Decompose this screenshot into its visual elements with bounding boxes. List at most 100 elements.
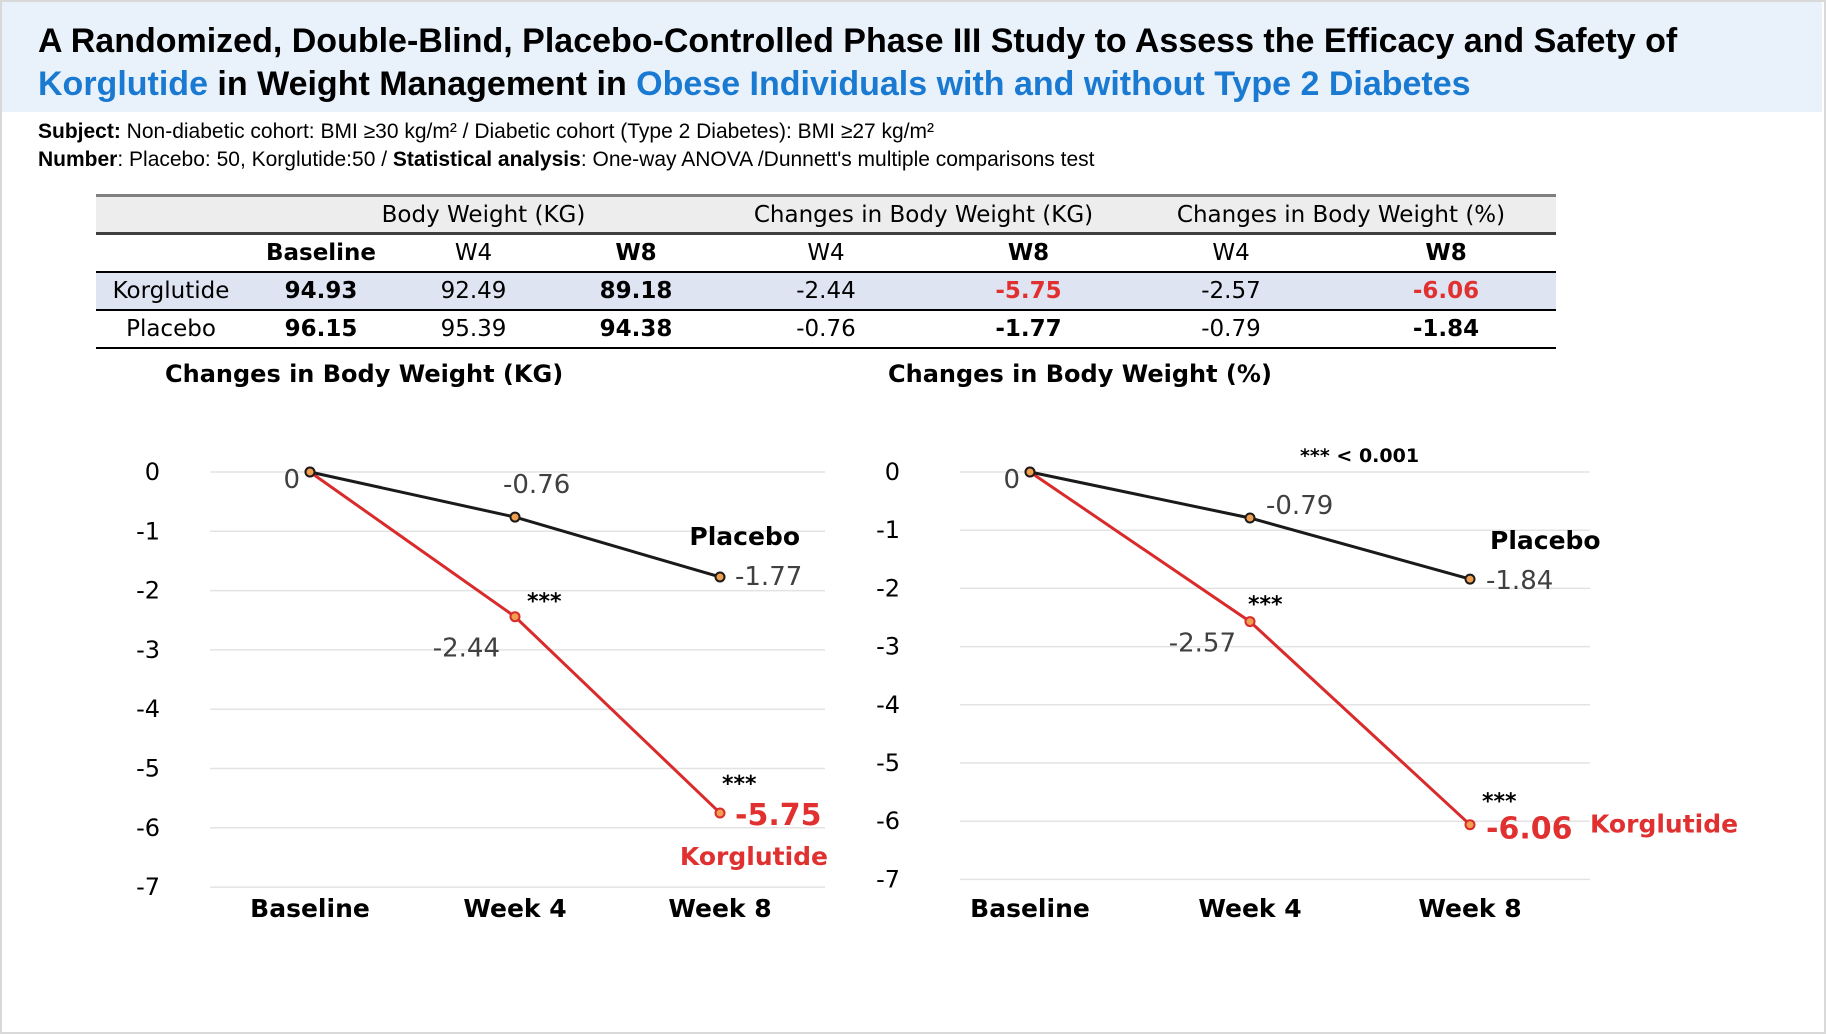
- results-table: Body Weight (KG) Changes in Body Weight …: [96, 194, 1557, 349]
- chart-title: Changes in Body Weight (KG): [165, 360, 563, 388]
- table-cell: 95.39: [396, 309, 551, 349]
- data-label: -5.75: [735, 798, 821, 833]
- y-tick-label: -5: [876, 749, 900, 777]
- data-label: 0: [283, 465, 300, 495]
- y-tick-label: -5: [136, 755, 160, 783]
- subheader-cell: W4: [396, 233, 551, 273]
- y-tick-label: -4: [876, 691, 900, 719]
- stat-text: : One-way ANOVA /Dunnett's multiple comp…: [580, 148, 1095, 171]
- table-cell: -1.84: [1336, 309, 1557, 349]
- title-line-1: A Randomized, Double-Blind, Placebo-Cont…: [38, 22, 1678, 60]
- subheader-cell: W4: [721, 233, 931, 273]
- table-cell: -0.76: [721, 309, 931, 349]
- y-tick-label: -4: [136, 695, 160, 723]
- chart-change-pct: Changes in Body Weight (%) *** < 0.001 0 -1…: [876, 360, 1738, 923]
- table-subheader-blank: [96, 233, 246, 273]
- data-label: 0: [1003, 465, 1020, 495]
- y-tick-label: -7: [136, 873, 160, 901]
- data-point-placebo: [509, 511, 521, 523]
- significance-stars: ***: [527, 590, 562, 615]
- y-tick-label: 0: [885, 458, 900, 486]
- group-header-change-pct: Changes in Body Weight (%): [1126, 194, 1557, 235]
- significance-stars: ***: [1482, 790, 1517, 815]
- data-label: -0.79: [1266, 491, 1333, 521]
- subheader-cell: W8: [931, 233, 1127, 273]
- table-corner-cell: [96, 194, 246, 235]
- x-category-label: Baseline: [250, 894, 370, 923]
- subheader-cell: W4: [1126, 233, 1337, 273]
- table-subheader-row: Baseline W4 W8 W4 W8 W4 W8: [96, 233, 1557, 273]
- data-point-korglutide: [1464, 819, 1476, 831]
- y-tick-label: -2: [136, 577, 160, 605]
- subject-label: Subject:: [38, 120, 121, 143]
- table-cell: 96.15: [246, 309, 396, 349]
- data-point-korglutide: [714, 807, 726, 819]
- data-point-korglutide: [1244, 616, 1256, 628]
- y-tick-label: 0: [145, 458, 160, 486]
- table-cell: 89.18: [551, 271, 721, 311]
- x-category-label: Week 4: [1198, 894, 1301, 923]
- x-category-label: Week 8: [1418, 894, 1521, 923]
- data-label: -1.77: [735, 562, 802, 592]
- chart-change-kg: Changes in Body Weight (KG) 0 -1 -2 -3 -4 -5 -6…: [136, 360, 828, 923]
- series-line-korglutide: [309, 470, 722, 815]
- significance-note: *** < 0.001: [1300, 445, 1419, 467]
- table-cell: -2.57: [1126, 271, 1337, 311]
- table-row: Korglutide 94.93 92.49 89.18 -2.44 -5.75…: [96, 271, 1557, 311]
- row-name-cell: Placebo: [96, 309, 246, 349]
- data-point-placebo: [1244, 512, 1256, 524]
- group-header-body-weight: Body Weight (KG): [246, 194, 721, 235]
- table-cell: 92.49: [396, 271, 551, 311]
- title-drug-name: Korglutide: [38, 65, 208, 103]
- stat-label: Statistical analysis: [392, 148, 581, 171]
- subject-line: Subject: Non-diabetic cohort: BMI ≥30 kg…: [38, 120, 934, 144]
- data-label: -6.06: [1486, 812, 1572, 847]
- data-label: -1.84: [1486, 566, 1553, 596]
- x-category-label: Baseline: [970, 894, 1090, 923]
- x-category-label: Week 8: [668, 894, 771, 923]
- y-tick-label: -1: [136, 517, 160, 545]
- data-label: -2.57: [1169, 629, 1236, 659]
- y-tick-label: -7: [876, 865, 900, 893]
- number-text: : Placebo: 50, Korglutide:50 /: [117, 148, 393, 171]
- y-tick-label: -6: [876, 807, 900, 835]
- subheader-cell: Baseline: [246, 233, 396, 273]
- y-tick-label: -6: [136, 814, 160, 842]
- title-middle-text: in Weight Management in: [207, 65, 637, 103]
- data-point-placebo: [1464, 573, 1476, 585]
- series-label-placebo: Placebo: [1490, 526, 1601, 555]
- subheader-cell: W8: [1336, 233, 1557, 273]
- group-header-change-kg: Changes in Body Weight (KG): [721, 194, 1127, 235]
- chart-title: Changes in Body Weight (%): [888, 360, 1272, 388]
- table-cell: -2.44: [721, 271, 931, 311]
- data-point-placebo: [1024, 466, 1036, 478]
- table-row: Placebo 96.15 95.39 94.38 -0.76 -1.77 -0…: [96, 309, 1557, 349]
- table-cell: -5.75: [931, 271, 1127, 311]
- y-tick-label: -3: [876, 633, 900, 661]
- series-line-korglutide: [1029, 470, 1472, 826]
- data-label: -2.44: [433, 634, 500, 664]
- subject-text: Non-diabetic cohort: BMI ≥30 kg/m² / Dia…: [120, 120, 935, 143]
- series-label-placebo: Placebo: [689, 522, 800, 551]
- title-population: Obese Individuals with and without Type …: [636, 65, 1471, 103]
- data-point-korglutide: [509, 611, 521, 623]
- title-band: [2, 2, 1822, 112]
- data-point-placebo: [304, 466, 316, 478]
- table-group-header-row: Body Weight (KG) Changes in Body Weight …: [96, 194, 1557, 235]
- y-tick-label: -2: [876, 574, 900, 602]
- number-line: Number: Placebo: 50, Korglutide:50 / Sta…: [38, 148, 1094, 172]
- series-line-placebo: [1029, 470, 1471, 581]
- number-label: Number: [38, 148, 118, 171]
- table-cell: 94.38: [551, 309, 721, 349]
- significance-stars: ***: [722, 772, 757, 797]
- subheader-cell: W8: [551, 233, 721, 273]
- row-name-cell: Korglutide: [96, 271, 246, 311]
- data-point-placebo: [714, 571, 726, 583]
- y-tick-label: -3: [136, 636, 160, 664]
- y-tick-label: -1: [876, 516, 900, 544]
- x-category-label: Week 4: [463, 894, 566, 923]
- data-label: -0.76: [503, 470, 570, 500]
- title-line-2: Korglutide in Weight Management in Obese…: [38, 65, 1471, 104]
- table-cell: -1.77: [931, 309, 1127, 349]
